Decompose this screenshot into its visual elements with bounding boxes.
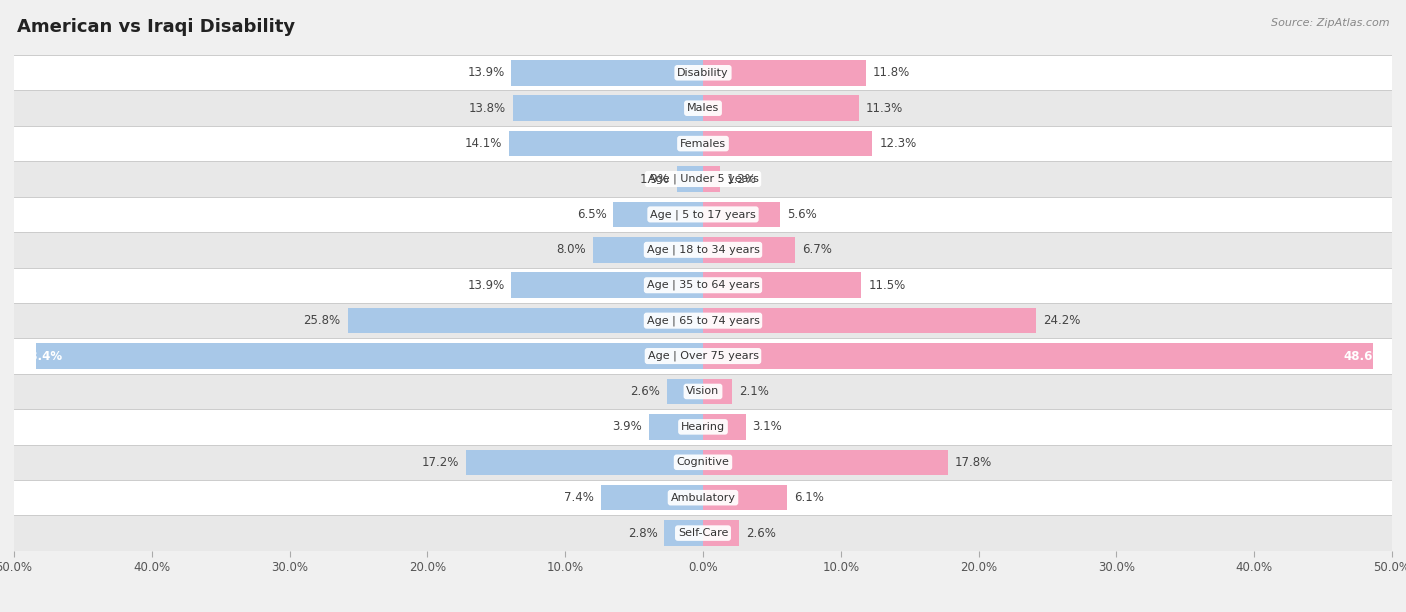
Text: 13.8%: 13.8% xyxy=(468,102,506,114)
Bar xyxy=(703,131,873,156)
Bar xyxy=(37,343,703,369)
Text: 2.1%: 2.1% xyxy=(738,385,769,398)
Bar xyxy=(703,202,780,227)
Text: 11.5%: 11.5% xyxy=(869,278,905,292)
Bar xyxy=(703,95,859,121)
Text: 1.9%: 1.9% xyxy=(640,173,669,185)
Bar xyxy=(14,196,1392,232)
Text: 17.2%: 17.2% xyxy=(422,456,460,469)
Bar xyxy=(512,272,703,298)
Bar xyxy=(14,267,1392,303)
Text: 3.9%: 3.9% xyxy=(613,420,643,433)
Text: 2.6%: 2.6% xyxy=(630,385,661,398)
Text: Self-Care: Self-Care xyxy=(678,528,728,538)
Text: Source: ZipAtlas.com: Source: ZipAtlas.com xyxy=(1271,18,1389,28)
Text: Ambulatory: Ambulatory xyxy=(671,493,735,502)
Bar xyxy=(650,414,703,439)
Bar xyxy=(14,232,1392,267)
Bar xyxy=(347,308,703,334)
Text: Hearing: Hearing xyxy=(681,422,725,432)
Bar xyxy=(703,450,948,475)
Bar xyxy=(703,343,1372,369)
Bar xyxy=(14,55,1392,91)
Text: Age | 35 to 64 years: Age | 35 to 64 years xyxy=(647,280,759,291)
Bar xyxy=(703,379,733,404)
Text: Age | Under 5 years: Age | Under 5 years xyxy=(648,174,758,184)
Text: 17.8%: 17.8% xyxy=(955,456,993,469)
Bar xyxy=(600,485,703,510)
Text: Vision: Vision xyxy=(686,386,720,397)
Text: Disability: Disability xyxy=(678,68,728,78)
Bar xyxy=(14,162,1392,196)
Text: 24.2%: 24.2% xyxy=(1043,314,1081,327)
Bar xyxy=(465,450,703,475)
Text: 13.9%: 13.9% xyxy=(467,66,505,80)
Text: 12.3%: 12.3% xyxy=(879,137,917,150)
Text: American vs Iraqi Disability: American vs Iraqi Disability xyxy=(17,18,295,36)
Text: Age | 5 to 17 years: Age | 5 to 17 years xyxy=(650,209,756,220)
Text: Age | Over 75 years: Age | Over 75 years xyxy=(648,351,758,361)
Bar xyxy=(14,374,1392,409)
Text: 48.4%: 48.4% xyxy=(21,349,62,362)
Bar xyxy=(703,237,796,263)
Bar xyxy=(703,520,738,546)
Text: Age | 18 to 34 years: Age | 18 to 34 years xyxy=(647,245,759,255)
Bar xyxy=(513,95,703,121)
Bar xyxy=(676,166,703,192)
Text: 1.2%: 1.2% xyxy=(727,173,756,185)
Text: 48.6%: 48.6% xyxy=(1344,349,1385,362)
Text: 8.0%: 8.0% xyxy=(557,244,586,256)
Text: 7.4%: 7.4% xyxy=(564,491,595,504)
Bar xyxy=(703,414,745,439)
Text: Age | 65 to 74 years: Age | 65 to 74 years xyxy=(647,315,759,326)
Bar xyxy=(703,60,866,86)
Text: 25.8%: 25.8% xyxy=(304,314,340,327)
Text: 6.7%: 6.7% xyxy=(803,244,832,256)
Bar xyxy=(14,515,1392,551)
Bar xyxy=(14,444,1392,480)
Text: 2.8%: 2.8% xyxy=(628,526,658,540)
Bar xyxy=(665,520,703,546)
Bar xyxy=(668,379,703,404)
Bar xyxy=(512,60,703,86)
Bar xyxy=(509,131,703,156)
Text: 14.1%: 14.1% xyxy=(464,137,502,150)
Legend: American, Iraqi: American, Iraqi xyxy=(619,610,787,612)
Text: 6.5%: 6.5% xyxy=(576,208,606,221)
Text: 6.1%: 6.1% xyxy=(794,491,824,504)
Bar xyxy=(14,91,1392,126)
Text: 11.8%: 11.8% xyxy=(873,66,910,80)
Bar xyxy=(14,303,1392,338)
Text: Females: Females xyxy=(681,138,725,149)
Text: 11.3%: 11.3% xyxy=(866,102,903,114)
Bar xyxy=(14,338,1392,374)
Bar xyxy=(14,409,1392,444)
Bar xyxy=(593,237,703,263)
Text: 13.9%: 13.9% xyxy=(467,278,505,292)
Text: Cognitive: Cognitive xyxy=(676,457,730,468)
Text: 5.6%: 5.6% xyxy=(787,208,817,221)
Bar xyxy=(703,308,1036,334)
Text: Males: Males xyxy=(688,103,718,113)
Bar xyxy=(14,480,1392,515)
Bar xyxy=(703,485,787,510)
Bar xyxy=(703,166,720,192)
Bar xyxy=(613,202,703,227)
Text: 3.1%: 3.1% xyxy=(752,420,782,433)
Bar xyxy=(14,126,1392,162)
Text: 2.6%: 2.6% xyxy=(745,526,776,540)
Bar xyxy=(703,272,862,298)
